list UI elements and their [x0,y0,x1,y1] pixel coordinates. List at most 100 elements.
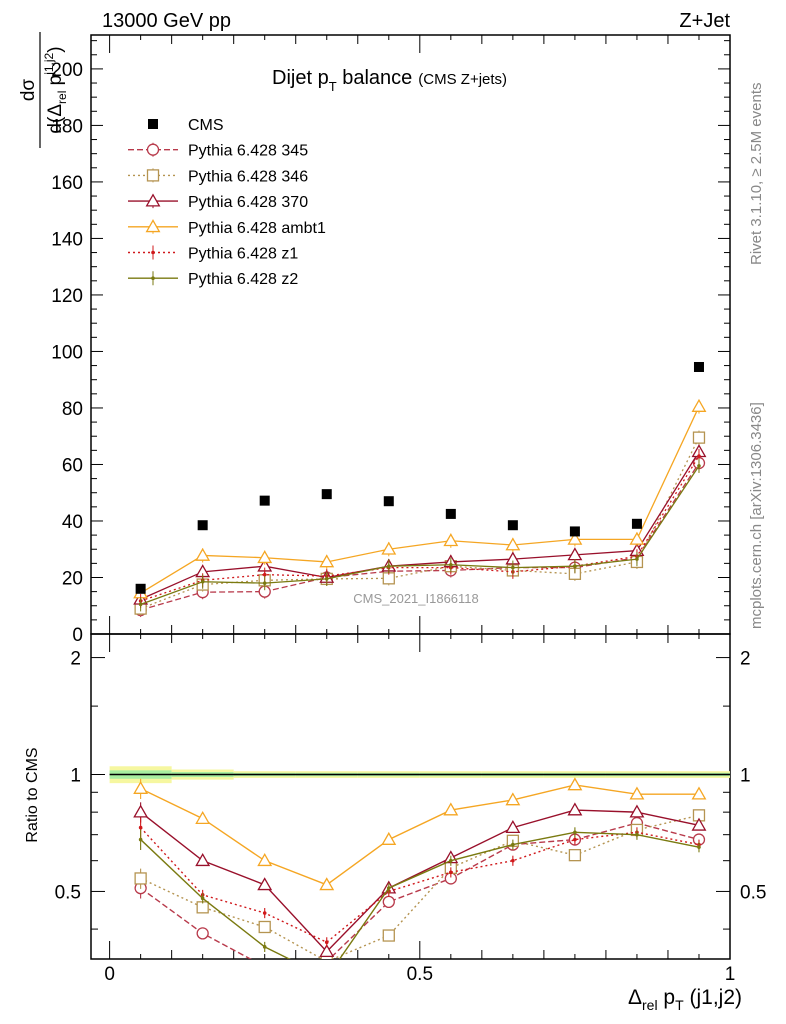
data-point [200,579,205,584]
ratio-point [382,929,395,942]
data-point [257,550,273,564]
ratio-point [511,858,515,863]
data-point [259,495,270,506]
main-y-tick-label: 200 [51,60,83,81]
svg-text:dσ: dσ [18,79,39,102]
ratio-line [140,784,699,886]
ratio-series-pythia-6-428-z1 [138,817,701,948]
x-tick-label: 1 [725,964,736,985]
legend-label: Pythia 6.428 z2 [188,271,298,288]
legend-label: Pythia 6.428 ambt1 [188,220,326,237]
ratio-point [691,786,707,800]
ratio-point [195,810,211,824]
ratio-point [262,945,267,949]
ratio-series-pythia-6-428-ambt1 [133,777,707,891]
ratio-point [573,837,577,842]
legend-marker [145,193,161,207]
legend-label: Pythia 6.428 345 [188,143,308,160]
ratio-panel-frame [90,633,731,960]
legend-item-pythia-6-428-345: Pythia 6.428 345 [128,142,308,160]
data-point [507,520,518,531]
data-point [573,564,577,568]
ratio-series-group [133,777,707,980]
data-point [693,361,704,372]
ratio-y-tick-label-right: 1 [740,766,751,787]
main-y-tick-label: 60 [62,455,83,476]
series-line [140,437,700,610]
ratio-series-pythia-6-428-z2 [138,827,701,980]
data-point [324,577,329,581]
ratio-y-ticks: 0.5 0.5 1 1 2 2 [55,649,766,930]
main-title: Dijet pT balance (CMS Z+jets) [272,67,507,94]
ratio-point [262,911,267,915]
data-point [449,562,453,567]
ratio-point [629,804,645,818]
data-point [383,496,394,507]
data-point [381,541,397,555]
series-line [140,455,700,602]
legend-item-cms: CMS [148,117,224,134]
ratio-point [319,943,335,958]
ratio-line [140,827,700,944]
data-point [262,572,267,577]
ratio-point [133,804,149,818]
series-line [140,465,700,605]
ratio-point [573,830,577,835]
main-y-tick-label: 80 [62,399,83,420]
ratio-point [195,853,211,867]
data-point [569,526,580,537]
legend-item-pythia-6-428-370: Pythia 6.428 370 [128,193,308,211]
ratio-point [635,832,639,837]
ratio-line [140,814,700,959]
data-point [195,547,211,561]
ratio-y-tick-label: 0.5 [55,882,81,903]
data-point [631,518,642,529]
legend-marker [151,250,155,255]
main-y-ticks: 0 20 40 60 80 100 120 140 160 180 200 [51,40,730,646]
series-pythia-6-428-z1 [138,448,701,609]
main-y-tick-label: 120 [51,286,83,307]
ratio-point [505,792,521,806]
series-cms [135,361,704,594]
data-point [511,565,515,570]
legend-item-pythia-6-428-z2: Pythia 6.428 z2 [128,271,298,288]
legend-label: Pythia 6.428 z1 [188,246,298,263]
ratio-point [511,842,515,847]
main-y-tick-label: 40 [62,512,83,533]
data-point [138,602,143,607]
main-y-tick-label: 160 [51,173,83,194]
ratio-point [691,817,707,831]
series-pythia-6-428-346 [134,430,706,616]
ratio-line [140,822,700,959]
ratio-point [196,927,209,940]
ratio-point [134,872,147,885]
data-point [697,454,701,458]
ratio-series [133,777,707,980]
ratio-y-tick-label: 2 [70,649,81,670]
ratio-y-tick-label-right: 2 [740,649,751,670]
main-y-tick-label: 140 [51,229,83,250]
energy-label: 13000 GeV pp [102,10,231,32]
ratio-point [257,877,273,891]
ratio-point [382,895,395,909]
data-point [197,520,208,531]
legend-item-pythia-6-428-ambt1: Pythia 6.428 ambt1 [128,219,326,237]
x-tick-label: 0 [104,964,115,985]
series-line [140,462,700,611]
ratio-point [568,849,582,862]
legend-marker [151,276,155,281]
ratio-point [200,896,205,901]
data-point [445,508,456,519]
data-point [629,531,645,545]
legend-marker [148,119,158,129]
main-y-tick-label: 100 [51,342,83,363]
ratio-point [324,940,329,945]
ratio-point [449,870,453,875]
ratio-y-tick-label: 1 [70,766,81,787]
ratio-point [138,825,143,830]
mcplots-label: mcplots.cern.ch [arXiv:1306.3436] [748,402,765,629]
ratio-point [257,853,273,867]
ratio-point [325,976,329,980]
legend-label: Pythia 6.428 370 [188,194,308,211]
